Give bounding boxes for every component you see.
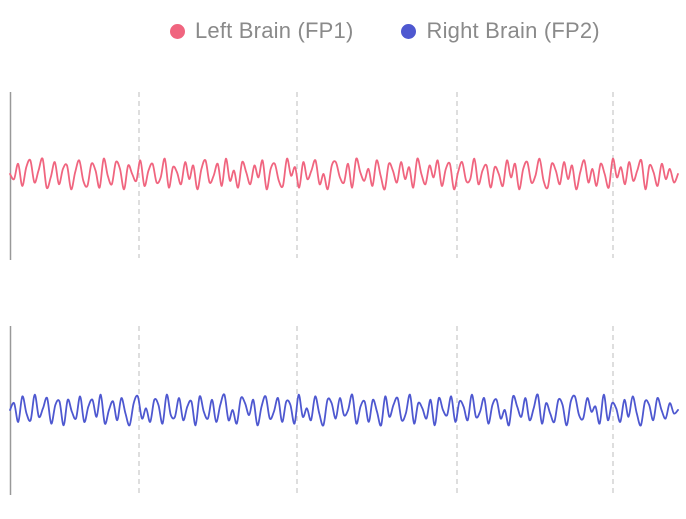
chart-legend: Left Brain (FP1) Right Brain (FP2) [170,18,648,44]
fp1-panel [9,92,679,260]
legend-item-fp1[interactable]: Left Brain (FP1) [170,18,353,44]
legend-dot-fp1 [170,23,185,39]
legend-dot-fp2 [401,23,417,39]
legend-label-fp1: Left Brain (FP1) [195,18,354,43]
fp2-series-line [9,393,679,427]
fp1-series-line [9,157,679,191]
legend-item-fp2[interactable]: Right Brain (FP2) [401,18,600,44]
fp2-panel [9,326,679,495]
legend-label-fp2: Right Brain (FP2) [426,18,600,43]
